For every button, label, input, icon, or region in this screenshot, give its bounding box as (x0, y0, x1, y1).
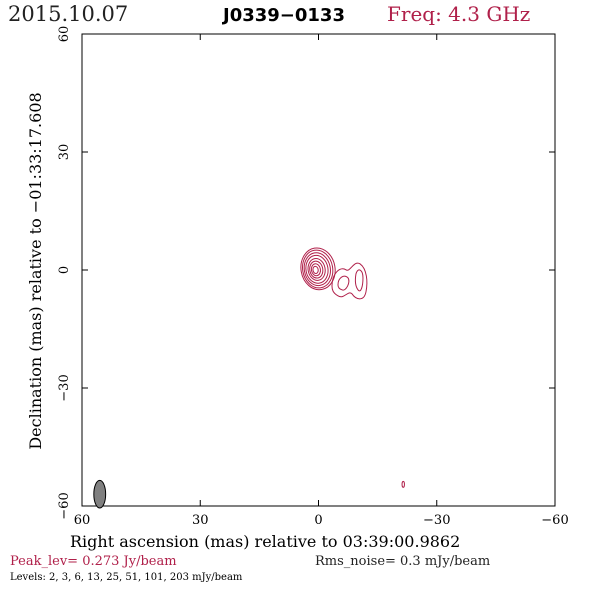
x-tick-label: −60 (541, 513, 568, 528)
x-tick-label: −30 (423, 513, 450, 528)
spur-contour (401, 480, 405, 488)
y-tick-label: 0 (57, 266, 72, 274)
jet-knot-contour (331, 262, 368, 300)
y-tick-label: −60 (57, 492, 72, 519)
jet-knot-contour (354, 269, 364, 292)
y-axis-label: Declination (mas) relative to −01:33:17.… (26, 92, 45, 449)
observation-date: 2015.10.07 (8, 2, 129, 26)
core-contour (303, 252, 331, 287)
core-contour (307, 258, 326, 281)
contours (300, 247, 405, 488)
beam-ellipse (93, 479, 107, 509)
frequency-label: Freq: 4.3 GHz (387, 2, 531, 26)
x-tick-label: 0 (314, 513, 322, 528)
x-tick-label: 30 (192, 513, 209, 528)
core-contour (305, 254, 329, 284)
contour-levels: Levels: 2, 3, 6, 13, 25, 51, 101, 203 mJ… (10, 572, 243, 583)
core-contour (312, 265, 319, 274)
peak-level: Peak_lev= 0.273 Jy/beam (10, 554, 177, 569)
x-axis-label: Right ascension (mas) relative to 03:39:… (70, 532, 461, 551)
y-tick-label: 60 (57, 26, 72, 43)
y-tick-label: 30 (57, 144, 72, 161)
x-tick-label: 60 (74, 513, 91, 528)
jet-knot-contour (337, 275, 350, 291)
core-contour (310, 263, 321, 277)
core-contour (309, 260, 324, 279)
core-contour (300, 247, 336, 291)
source-name: J0339−0133 (223, 5, 345, 26)
core-contour (302, 249, 334, 289)
y-tick-label: −30 (57, 374, 72, 401)
beam-shape (93, 479, 107, 509)
rms-noise: Rms_noise= 0.3 mJy/beam (315, 554, 491, 569)
axis-ticks: 60 30 0 −30 −60 −60 −30 0 30 60 (57, 26, 569, 528)
